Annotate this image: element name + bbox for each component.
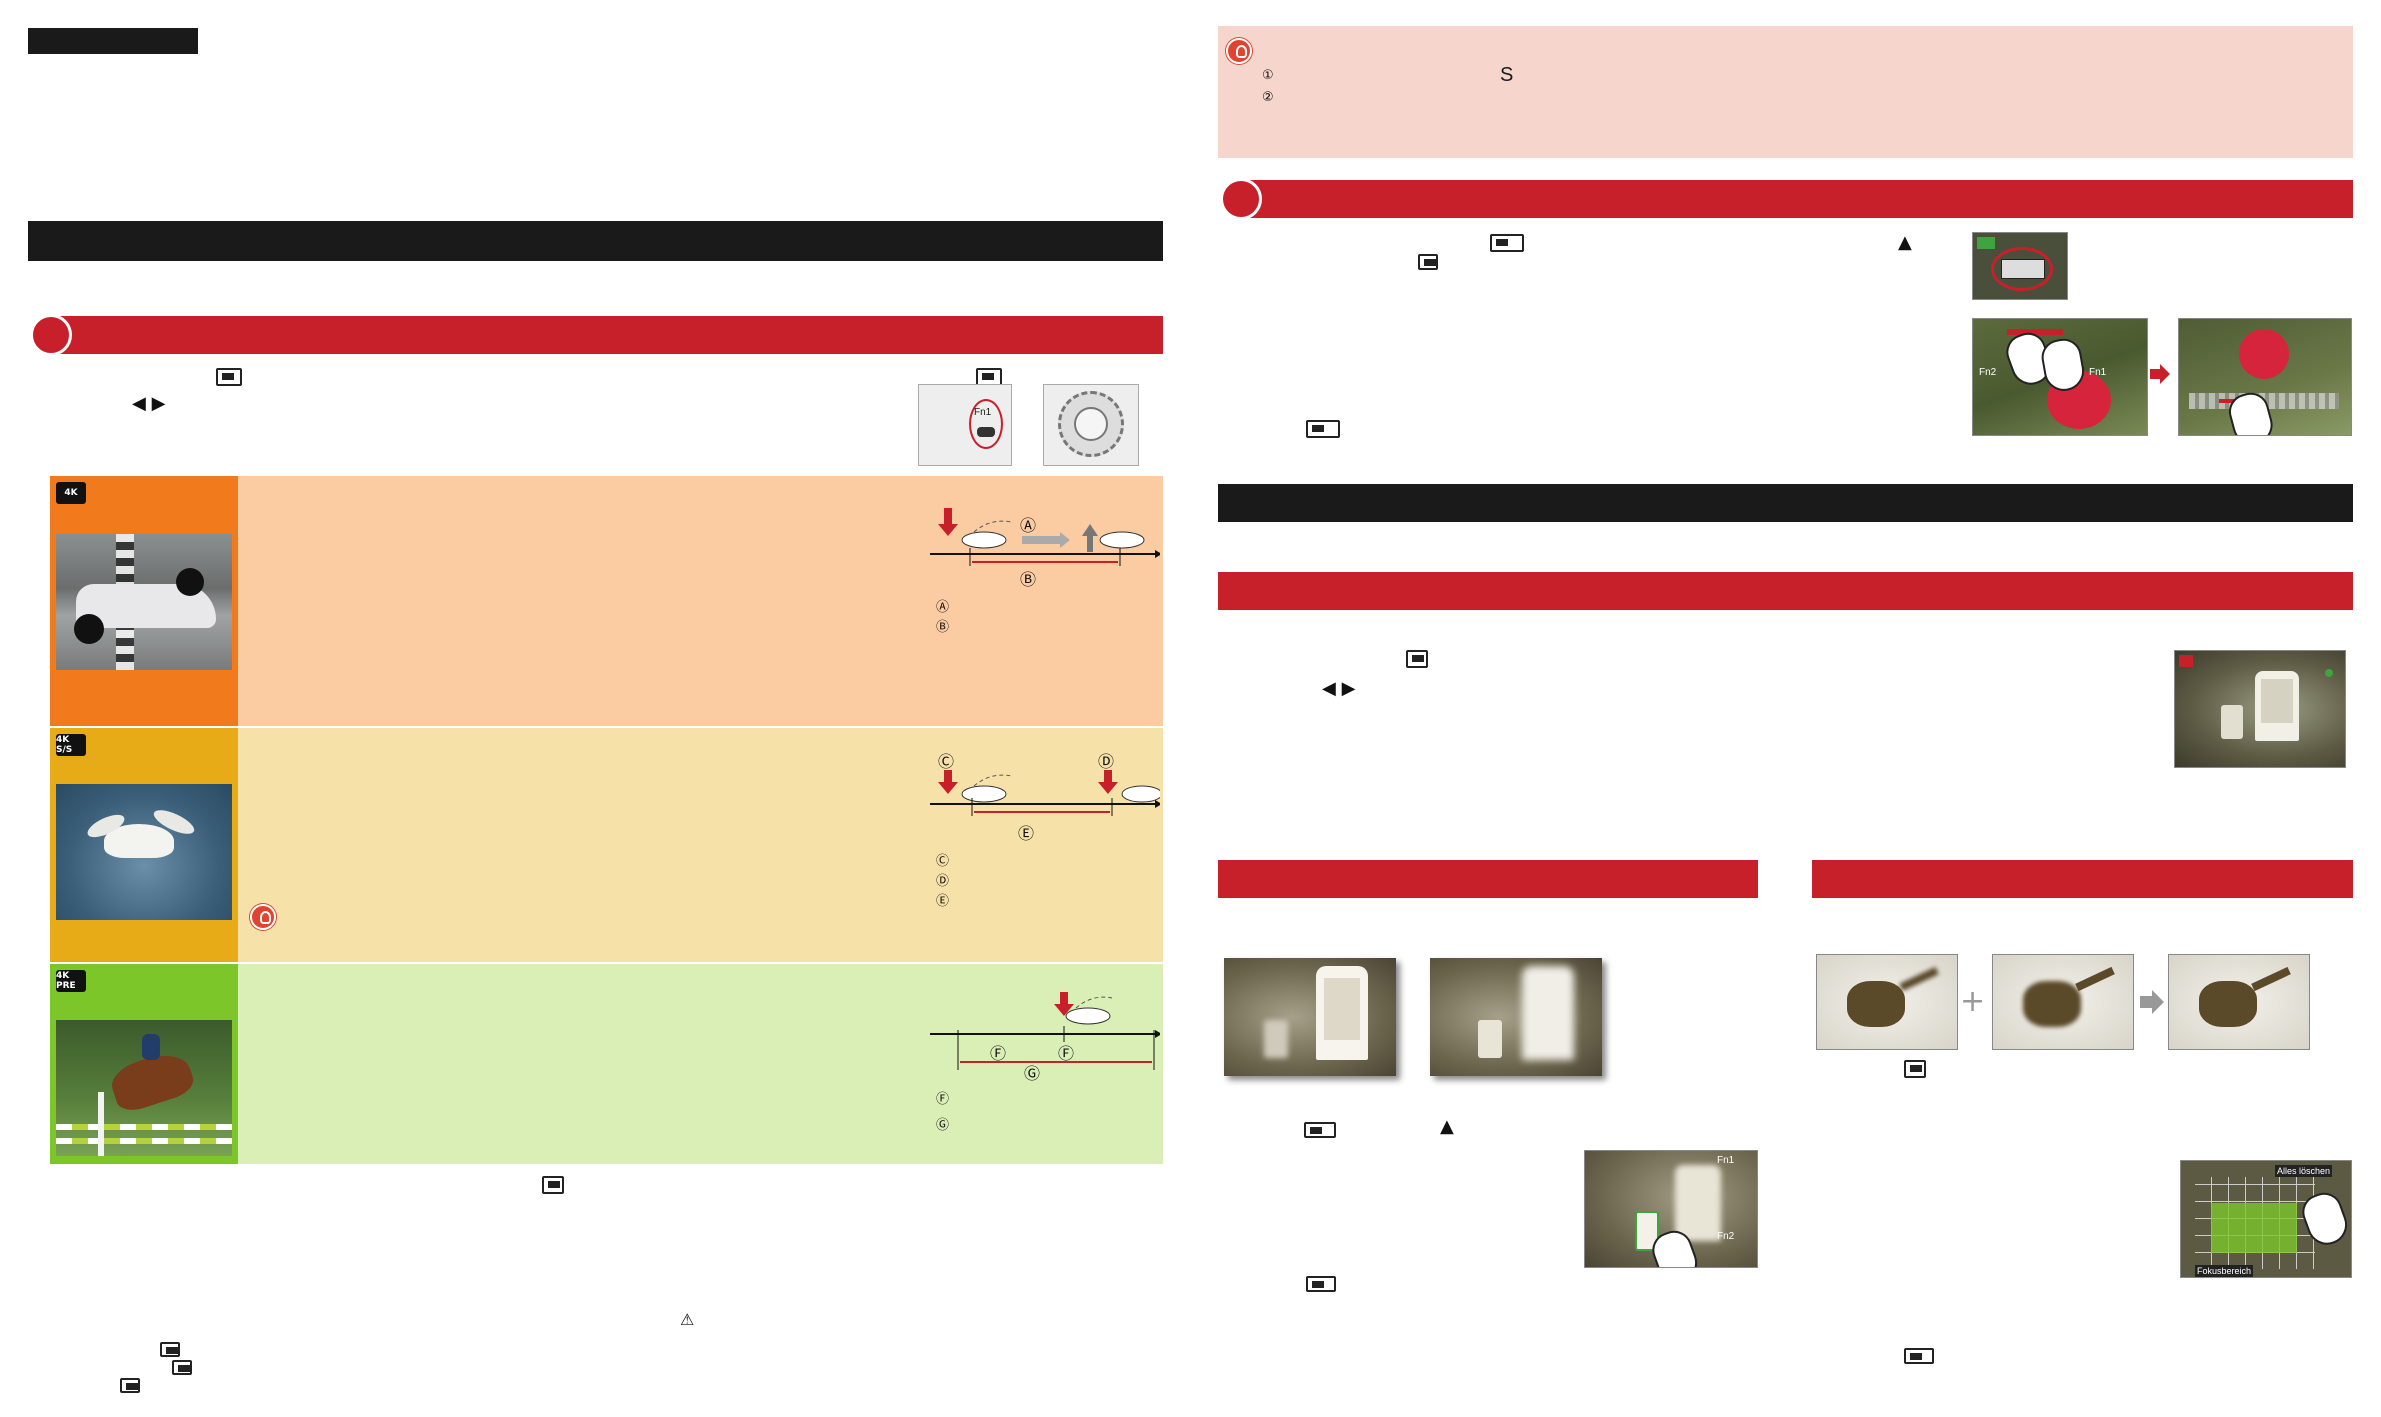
focus-stacking-icon	[1904, 1060, 1926, 1078]
timeline-letter-e: Ⓔ	[1018, 824, 1035, 843]
post-focus-bar	[1218, 860, 1758, 898]
horse-jump-photo	[56, 1020, 232, 1156]
legend-e: Ⓔ	[936, 894, 950, 909]
4k-burst-icon	[216, 368, 242, 386]
right-step-bar	[1240, 180, 2353, 218]
mode-row-4k-burst: 4K Ⓐ Ⓑ Ⓐ Ⓑ	[50, 476, 1163, 726]
4k-start-stop-mode-icon: 4K S/S	[56, 734, 86, 756]
tip-s-letter: S	[1500, 64, 1514, 86]
touch-screen-fn2: Fn2	[1717, 1231, 1735, 1242]
left-right-arrows: ◀ ▶	[132, 393, 166, 414]
lantern-photo-sharp-front	[1224, 958, 1396, 1076]
lantern-photo-sharp-back	[1430, 958, 1602, 1076]
tip-box	[1218, 26, 2353, 158]
right-red-bar-2	[1218, 572, 2353, 610]
section-bar	[28, 221, 1163, 261]
grid-bottom-label: Fokusbereich	[2195, 1265, 2254, 1277]
up-arrow-2: ▲	[1440, 1116, 1454, 1137]
legend-g: Ⓖ	[936, 1118, 950, 1133]
post-focus-touch-screen: Fn1 Fn2	[1584, 1150, 1758, 1268]
4k-burst-timeline	[930, 508, 1160, 566]
camera-fn1-label: Fn1	[974, 407, 992, 418]
step-bar	[50, 316, 1163, 354]
focus-stacking-icon-2	[1904, 1348, 1934, 1364]
tip-box-icon	[1226, 38, 1252, 64]
tip-line-2-marker: ②	[1262, 90, 1274, 105]
timeline-letter-f2: Ⓕ	[1058, 1044, 1075, 1063]
warning-icon: ⚠	[680, 1310, 695, 1329]
post-focus-mode-icon	[1406, 650, 1428, 668]
grid-top-label: Alles löschen	[2275, 1165, 2333, 1177]
playback-icon-screen	[1972, 232, 2068, 300]
camera-fn-button-illustration: Fn1	[918, 384, 1012, 466]
legend-a: Ⓐ	[936, 600, 950, 615]
post-focus-icon-1	[1306, 420, 1340, 438]
arrow-right-red	[2150, 364, 2170, 384]
slider-screen-2	[2178, 318, 2352, 436]
4k-start-stop-timeline	[930, 770, 1160, 816]
timeline-letter-g: Ⓖ	[1024, 1064, 1041, 1083]
right-step-circle	[1220, 178, 1262, 220]
post-focus-icon-2	[1304, 1122, 1336, 1138]
touch-screen-fn1: Fn1	[1717, 1155, 1735, 1166]
mode-row-4k-pre-burst: 4K PRE Ⓕ Ⓕ Ⓖ Ⓕ Ⓖ	[50, 964, 1163, 1164]
tip-line-1-marker: ①	[1262, 68, 1274, 83]
legend-f: Ⓕ	[936, 1092, 950, 1107]
timeline-letter-d: Ⓓ	[1098, 752, 1115, 771]
small-burst-icon-3	[120, 1378, 140, 1393]
trinket-photo-2	[1992, 954, 2134, 1050]
legend-b: Ⓑ	[936, 620, 950, 635]
top-tab	[28, 28, 198, 54]
slider-screen-fn2: Fn2	[1979, 367, 1997, 378]
step-number-circle	[30, 314, 72, 356]
plus-icon: +	[1960, 984, 1986, 1019]
small-burst-icon-2	[172, 1360, 192, 1375]
race-car-photo	[56, 534, 232, 670]
post-focus-icon-3	[1306, 1276, 1336, 1292]
legend-d: Ⓓ	[936, 874, 950, 889]
legend-c: Ⓒ	[936, 854, 950, 869]
left-right-arrows-right: ◀ ▶	[1322, 678, 1356, 699]
mode-row-4k-start-stop: 4K S/S Ⓒ Ⓓ Ⓔ Ⓒ Ⓓ Ⓔ	[50, 728, 1163, 962]
burst-icon-right	[1418, 254, 1438, 270]
right-section-bar	[1218, 484, 2353, 522]
focus-area-grid-screen: Alles löschen Fokusbereich	[2180, 1160, 2352, 1278]
4k-off-icon	[542, 1176, 564, 1194]
4k-pre-burst-mode-icon: 4K PRE	[56, 970, 86, 992]
focus-stacking-bar	[1812, 860, 2353, 898]
timeline-letter-a: Ⓐ	[1020, 516, 1037, 535]
trinket-photo-1	[1816, 954, 1958, 1050]
trinket-photo-stacked	[2168, 954, 2310, 1050]
timeline-letter-c: Ⓒ	[938, 752, 955, 771]
up-arrow-1: ▲	[1898, 232, 1912, 253]
tip-icon	[250, 904, 276, 930]
small-burst-icon-1	[160, 1342, 180, 1357]
slider-screen-fn1: Fn1	[2089, 367, 2107, 378]
4k-pre-burst-timeline	[930, 992, 1160, 1070]
slider-screen-1: Fn2 Fn1	[1972, 318, 2148, 436]
timeline-letter-f1: Ⓕ	[990, 1044, 1007, 1063]
gray-arrow-icon	[2140, 990, 2164, 1014]
lantern-live-view	[2174, 650, 2346, 768]
swan-photo	[56, 784, 232, 920]
4k-burst-mode-icon: 4K	[56, 482, 86, 504]
focus-icon-1	[1490, 234, 1524, 252]
camera-dial-illustration	[1043, 384, 1139, 466]
timeline-letter-b: Ⓑ	[1020, 570, 1037, 589]
